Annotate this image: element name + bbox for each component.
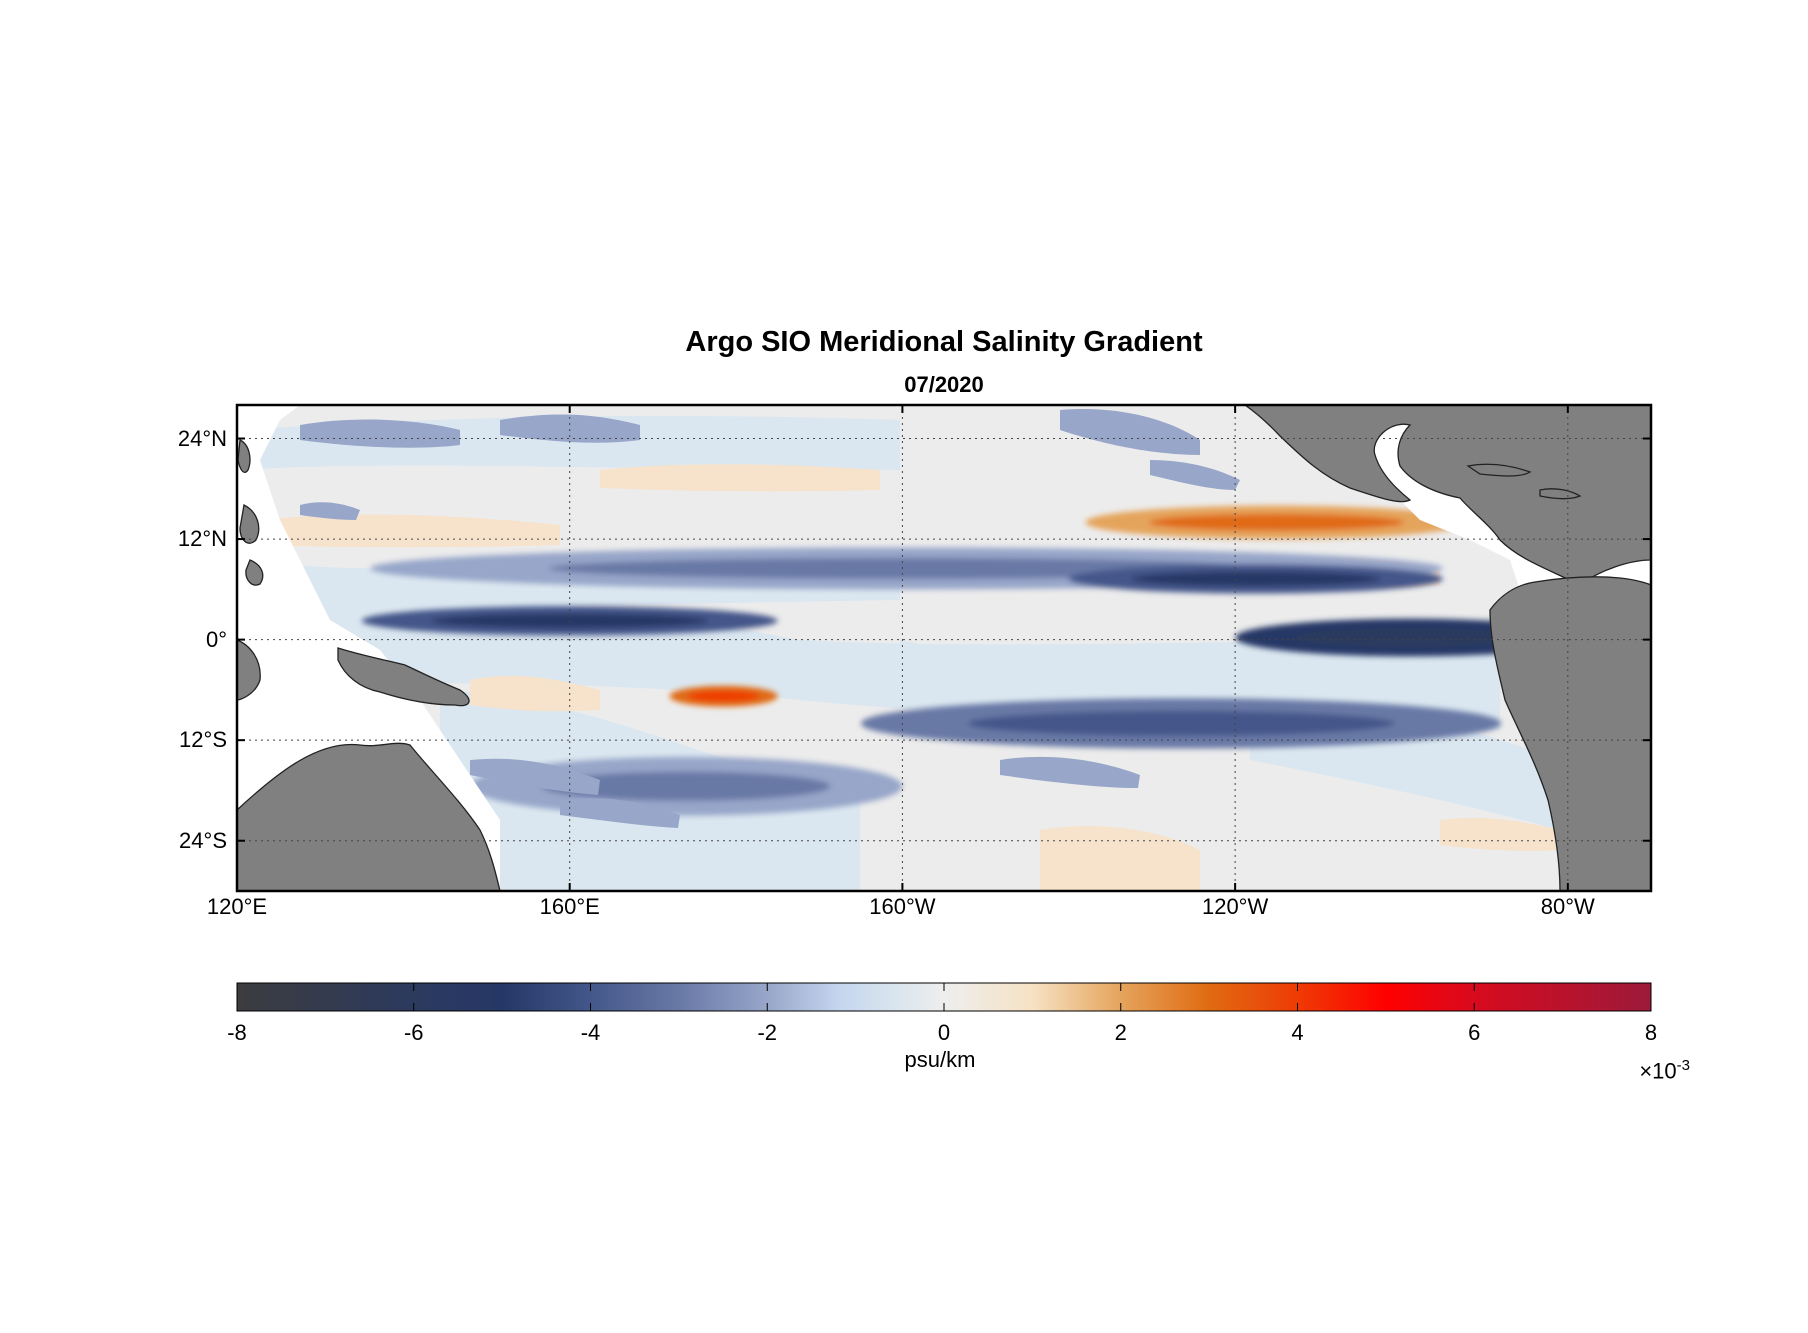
graticule	[237, 405, 1651, 891]
band-core-south-subtropic-blue	[541, 771, 831, 801]
longitude-tick-label: 160°E	[539, 894, 600, 919]
colorbar-units-label: psu/km	[904, 1047, 976, 1072]
colorbar-multiplier: ×10-3	[1570, 1057, 1690, 1084]
colorbar-ticks	[236, 983, 1652, 1011]
longitude-tick-label: 120°E	[206, 894, 268, 919]
band-core-equatorial-blue-west	[431, 613, 709, 629]
band-core-south-blue-band	[967, 710, 1395, 736]
multiplier-exponent: -3	[1676, 1057, 1690, 1074]
figure-subtitle: 07/2020	[904, 372, 984, 397]
latitude-tick-label: 24°N	[177, 425, 227, 451]
latitude-tick-label: 12°S	[179, 727, 227, 753]
hispaniola	[1539, 488, 1582, 500]
colorbar-tick-label: -8	[227, 1020, 247, 1045]
latitude-tick-label: 0°	[205, 626, 227, 652]
longitude-tick-label: 160°W	[869, 894, 936, 919]
colorbar-tick-label: -4	[580, 1020, 601, 1045]
philippines	[237, 438, 264, 586]
colorbar-tick-label: 8	[1644, 1020, 1658, 1045]
band-caribbean-red	[1651, 480, 1709, 514]
band-core-caribbean-red	[1661, 489, 1700, 506]
map-tick-marks	[236, 405, 1651, 891]
cuba	[1466, 463, 1532, 477]
map-frame	[235, 403, 1653, 893]
north-america	[1243, 405, 1651, 586]
colorbar-tick-label: -6	[403, 1020, 424, 1045]
band-core-equatorial-blue-east	[1293, 628, 1527, 647]
longitude-tick-label: 120°W	[1201, 894, 1269, 919]
colorbar-tick-label: -2	[757, 1020, 778, 1045]
figure-title: Argo SIO Meridional Salinity Gradient	[685, 326, 1203, 358]
multiplier-text: ×10	[1639, 1058, 1677, 1084]
new-guinea	[337, 647, 470, 707]
colorbar-tick-label: 6	[1468, 1020, 1481, 1045]
colorbar-tick-label: 2	[1114, 1020, 1127, 1045]
band-core-north-orange-band	[1149, 513, 1405, 531]
band-core-south-pacific-orange	[687, 690, 760, 702]
longitude-tick-label: 80°W	[1540, 894, 1595, 919]
colorbar-tick-label: 4	[1291, 1020, 1304, 1045]
gradient-bands	[361, 413, 1709, 816]
colorbar-tick-label: 0	[937, 1020, 951, 1045]
band-core-ncc-blue	[1131, 571, 1381, 587]
latitude-tick-label: 24°S	[179, 827, 227, 853]
australia	[237, 742, 501, 891]
south-america	[1489, 576, 1651, 891]
borneo	[237, 639, 261, 701]
latitude-tick-label: 12°N	[177, 526, 227, 552]
land-masses	[237, 405, 1651, 891]
